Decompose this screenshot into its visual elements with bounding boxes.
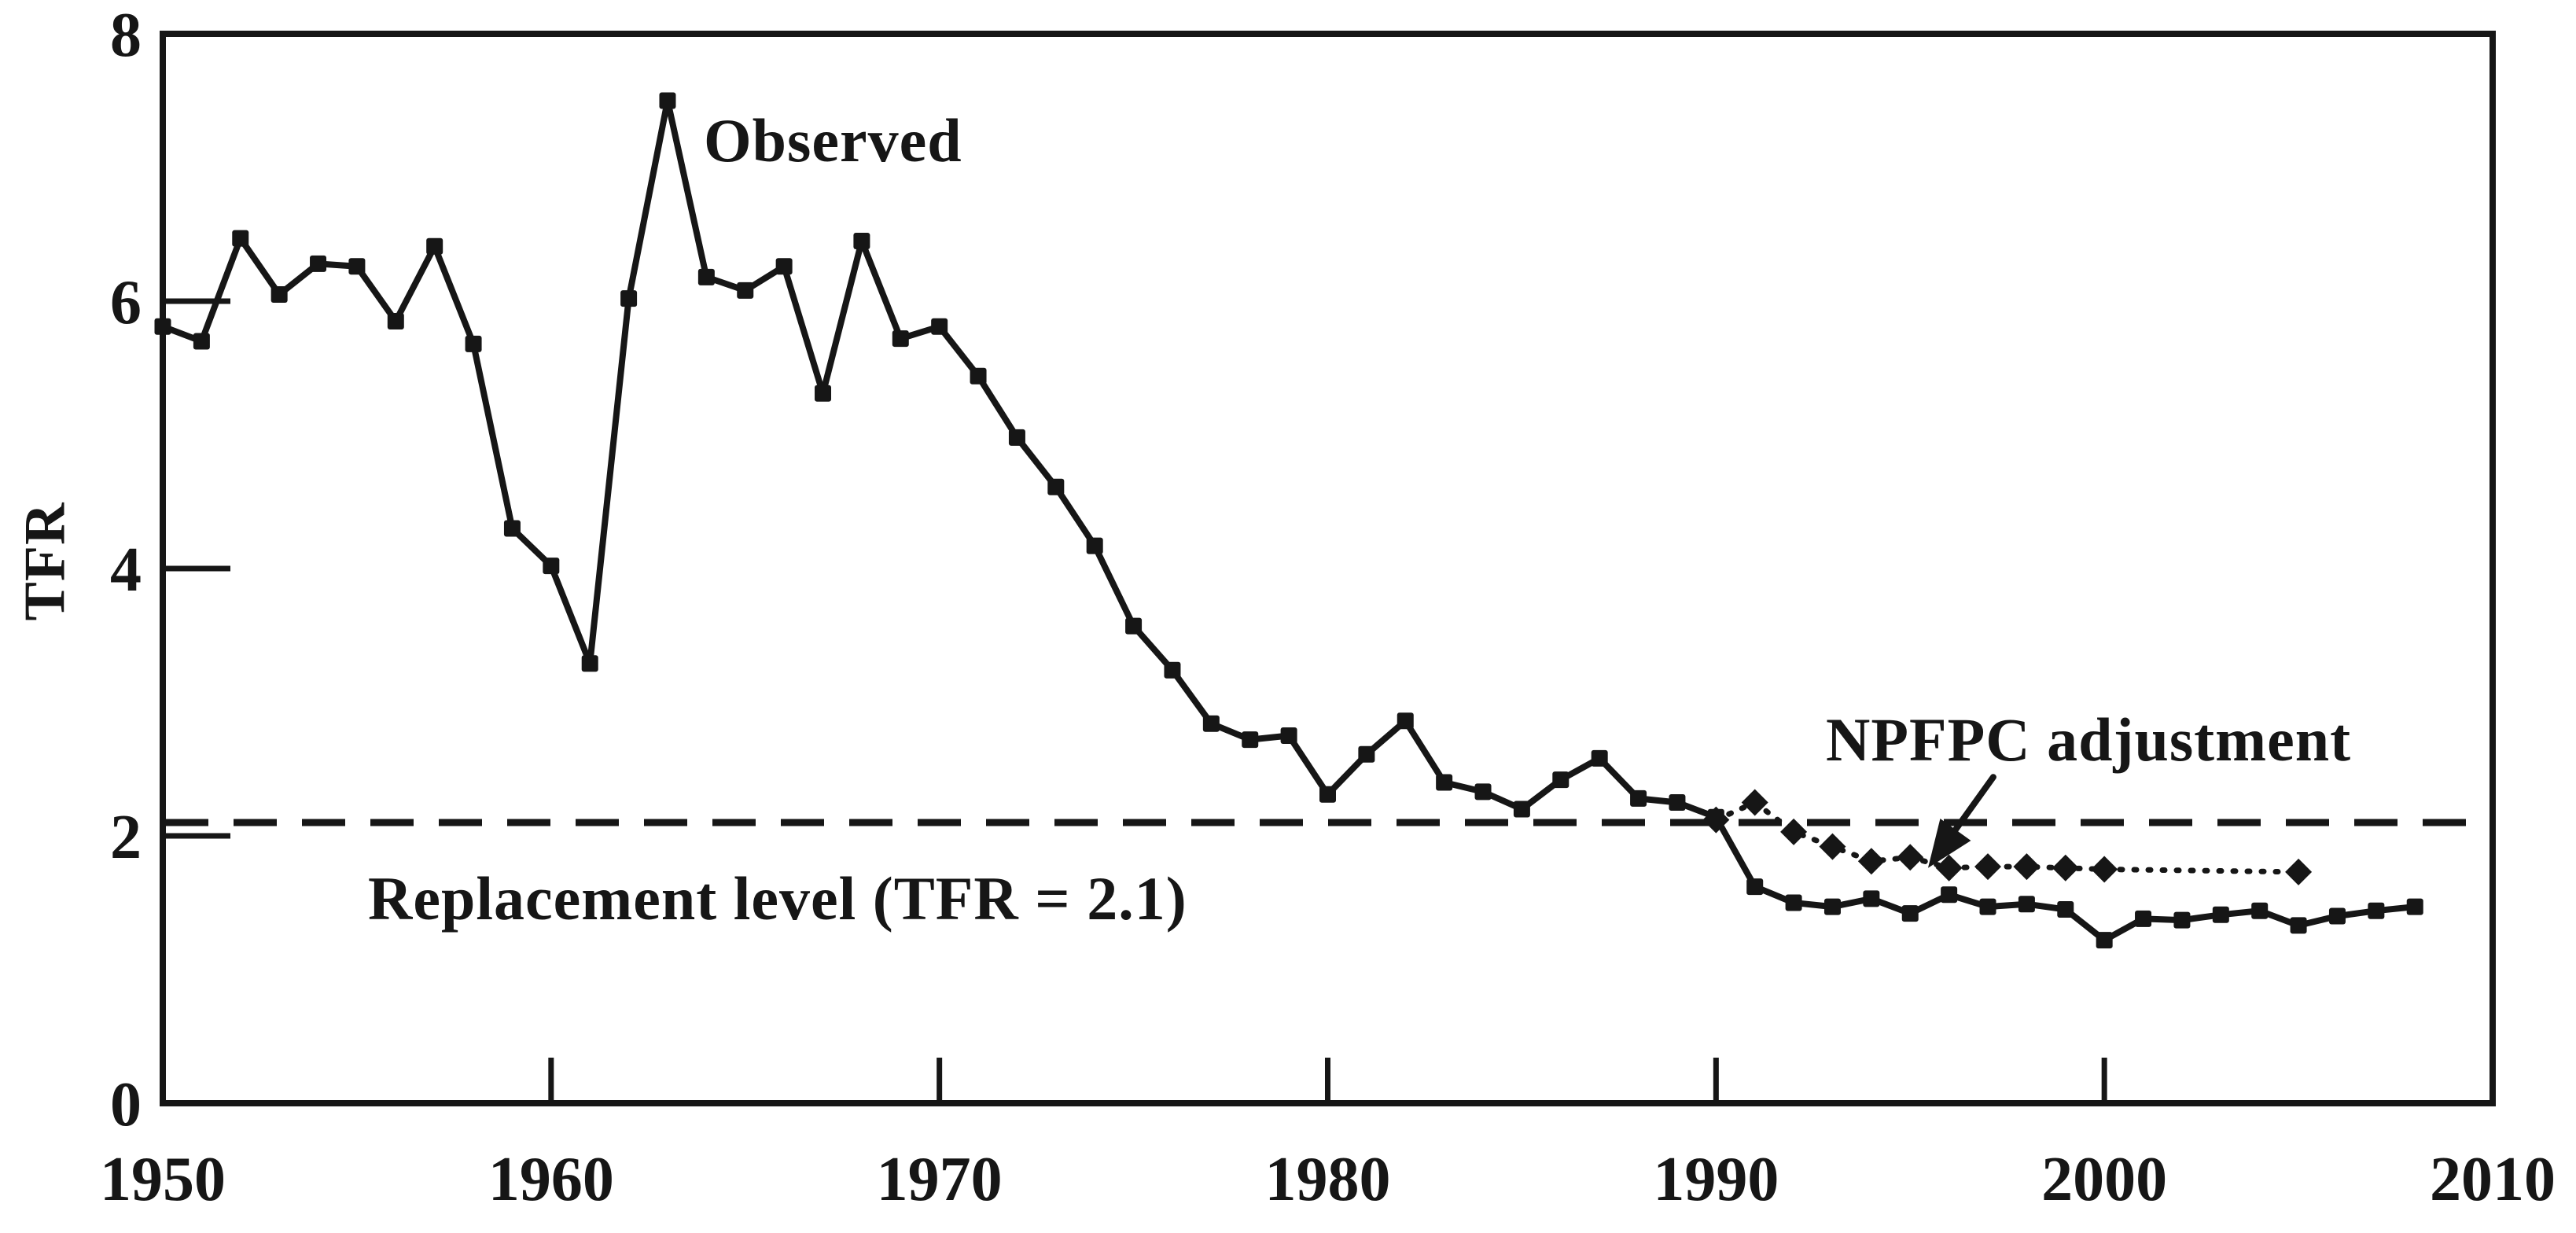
x-tick-label: 1950 <box>100 1145 226 1214</box>
observed-marker <box>2328 907 2346 925</box>
observed-marker <box>2135 910 2152 927</box>
npfpc-arrow-shaft <box>1952 774 1996 834</box>
observed-marker <box>1785 894 1802 911</box>
observed-marker <box>1125 617 1143 635</box>
x-tick-label: 2010 <box>2430 1145 2556 1214</box>
observed-marker <box>1397 712 1414 730</box>
observed-marker <box>1164 661 1181 679</box>
replacement-level-label: Replacement level (TFR = 2.1) <box>368 864 1187 933</box>
observed-marker <box>310 255 327 272</box>
observed-marker <box>659 92 676 109</box>
npfpc-marker <box>2091 856 2118 883</box>
observed-marker <box>1901 905 1919 922</box>
observed-marker <box>348 258 366 275</box>
npfpc-marker <box>1819 833 1846 860</box>
observed-marker <box>620 290 638 307</box>
npfpc-marker <box>1935 854 1963 882</box>
npfpc-line <box>1713 799 2302 875</box>
observed-marker <box>1047 478 1065 495</box>
observed-marker <box>193 333 210 350</box>
y-tick-label: 8 <box>110 1 142 70</box>
observed-marker <box>465 335 482 352</box>
observed-marker <box>2018 896 2035 913</box>
npfpc-marker <box>1741 789 1768 816</box>
npfpc-marker <box>1897 844 1924 871</box>
observed-series-label: Observed <box>704 106 962 175</box>
observed-marker <box>853 233 870 249</box>
observed-marker <box>1941 886 1958 904</box>
observed-marker <box>2406 898 2423 915</box>
observed-marker <box>1436 774 1453 791</box>
observed-marker <box>2251 902 2269 919</box>
observed-marker <box>970 367 987 385</box>
observed-marker <box>543 558 560 575</box>
observed-marker <box>2096 932 2113 949</box>
y-tick-label: 4 <box>110 536 142 605</box>
x-tick-label: 2000 <box>2041 1145 2167 1214</box>
observed-marker <box>1591 749 1608 767</box>
observed-marker <box>503 520 521 537</box>
x-tick-label: 1970 <box>877 1145 1003 1214</box>
observed-marker <box>1707 808 1724 826</box>
observed-marker <box>815 385 832 402</box>
x-tick-label: 1960 <box>488 1145 614 1214</box>
observed-marker <box>1008 429 1025 446</box>
observed-marker <box>426 237 443 255</box>
observed-marker <box>1669 794 1686 811</box>
observed-marker <box>1202 715 1220 732</box>
observed-marker <box>2212 906 2229 923</box>
observed-marker <box>1280 727 1297 744</box>
npfpc-arrowhead <box>1927 819 1971 868</box>
observed-marker <box>2057 901 2074 918</box>
y-tick-label: 2 <box>110 803 142 872</box>
npfpc-marker <box>2052 854 2079 882</box>
observed-marker <box>1242 731 1259 749</box>
observed-marker <box>270 286 288 303</box>
observed-marker <box>1630 789 1647 807</box>
npfpc-marker <box>2013 853 2041 881</box>
observed-marker <box>1552 771 1570 789</box>
x-tick-label: 1990 <box>1653 1145 1779 1214</box>
observed-marker <box>581 655 598 672</box>
observed-marker <box>387 313 404 329</box>
observed-marker <box>1474 783 1492 801</box>
observed-marker <box>1086 537 1103 554</box>
observed-marker <box>2290 917 2307 934</box>
y-tick-label: 6 <box>110 268 142 337</box>
y-tick-label: 0 <box>110 1070 142 1139</box>
observed-marker <box>2368 902 2385 919</box>
observed-marker <box>2173 911 2191 929</box>
observed-marker <box>931 318 948 335</box>
observed-marker <box>697 268 715 285</box>
npfpc-marker <box>2285 858 2313 885</box>
observed-marker <box>232 230 249 247</box>
observed-marker <box>737 282 754 299</box>
observed-marker <box>775 258 793 275</box>
observed-marker <box>1319 786 1336 803</box>
observed-marker <box>1746 878 1764 896</box>
npfpc-marker <box>1857 848 1885 875</box>
observed-marker <box>154 318 171 335</box>
observed-marker <box>1823 898 1841 915</box>
observed-marker <box>1358 745 1375 763</box>
observed-line <box>160 98 2419 944</box>
observed-marker <box>1513 801 1530 818</box>
npfpc-marker <box>1780 818 1808 845</box>
observed-marker <box>1863 890 1880 907</box>
npfpc-series-label: NPFPC adjustment <box>1826 705 2352 774</box>
observed-marker <box>1979 898 1996 915</box>
plot-border <box>160 31 2496 1106</box>
x-tick-label: 1980 <box>1265 1145 1391 1214</box>
observed-marker <box>892 330 909 348</box>
y-axis-title: TFR <box>13 502 78 621</box>
npfpc-marker <box>1974 853 2002 881</box>
